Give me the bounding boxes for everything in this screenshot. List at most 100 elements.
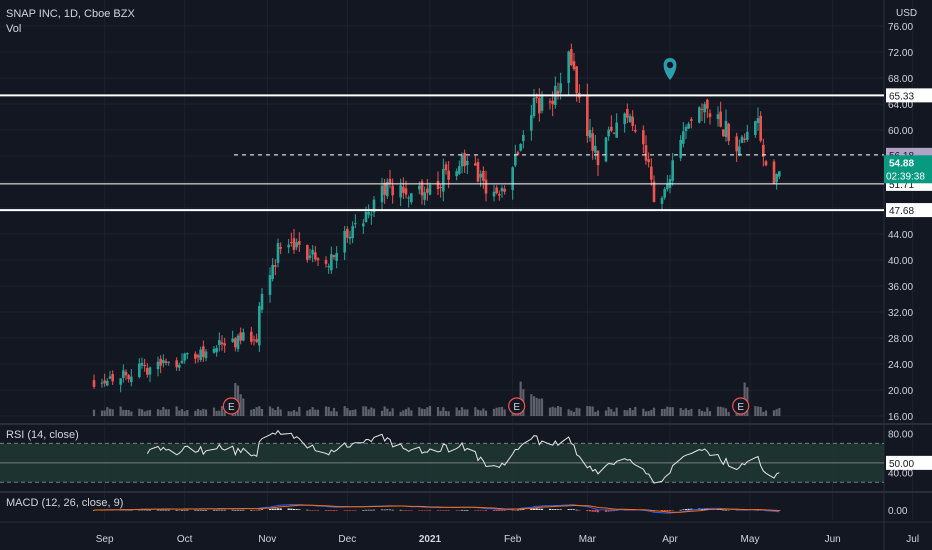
candle-body bbox=[268, 275, 272, 295]
macd-histogram-bar bbox=[679, 509, 682, 511]
macd-histogram-bar bbox=[556, 509, 560, 510]
volume-bar bbox=[610, 409, 613, 416]
macd-histogram-bar bbox=[703, 508, 706, 510]
candle-body bbox=[700, 108, 704, 110]
price-tick-label: 20.00 bbox=[888, 386, 913, 397]
macd-histogram-bar bbox=[474, 510, 477, 511]
volume-bar bbox=[634, 406, 637, 416]
last-price-tag bbox=[884, 155, 932, 184]
candle-body bbox=[663, 189, 666, 198]
candle-body bbox=[530, 115, 533, 131]
volume-bar bbox=[631, 410, 634, 416]
price-tick-label: 44.00 bbox=[888, 230, 913, 241]
rsi-last-label: 50.00 bbox=[889, 459, 914, 470]
volume-bar bbox=[666, 406, 669, 416]
candle-body bbox=[330, 254, 333, 271]
macd-histogram-bar bbox=[668, 510, 672, 511]
macd-histogram-bar bbox=[290, 508, 293, 510]
time-axis-label: Feb bbox=[504, 534, 522, 545]
time-axis-label: Jun bbox=[825, 534, 841, 545]
candle-body bbox=[588, 130, 592, 138]
volume-bar bbox=[644, 411, 648, 416]
time-axis-label: Nov bbox=[258, 534, 276, 545]
volume-bar bbox=[759, 406, 762, 416]
candle-body bbox=[647, 159, 650, 163]
volume-bar bbox=[727, 411, 730, 416]
candle-body bbox=[722, 129, 725, 137]
candle-body bbox=[500, 187, 504, 192]
volume-bar bbox=[594, 411, 597, 416]
volume-bar bbox=[596, 410, 600, 416]
candle-body bbox=[148, 367, 152, 375]
candle-body bbox=[258, 306, 261, 346]
macd-histogram-bar bbox=[594, 510, 597, 512]
volume-bar bbox=[343, 406, 346, 416]
macd-histogram-bar bbox=[402, 510, 405, 511]
candle-body bbox=[772, 161, 776, 184]
candle-body bbox=[215, 347, 218, 353]
volume-bar bbox=[482, 408, 485, 416]
macd-histogram-bar bbox=[348, 510, 352, 511]
macd-histogram-bar bbox=[511, 510, 514, 511]
macd-histogram-bar bbox=[604, 510, 608, 512]
volume-bar bbox=[260, 409, 264, 416]
candle-body bbox=[236, 335, 240, 350]
candle-body bbox=[482, 170, 485, 181]
volume-bar bbox=[623, 410, 626, 416]
candle-body bbox=[335, 252, 338, 261]
macd-histogram-bar bbox=[354, 510, 357, 511]
macd-histogram-bar bbox=[287, 508, 290, 510]
candle-body bbox=[759, 115, 762, 141]
macd-histogram-bar bbox=[428, 510, 432, 511]
macd-histogram-bar bbox=[372, 509, 376, 511]
macd-histogram-bar bbox=[455, 510, 458, 511]
macd-histogram-bar bbox=[687, 508, 690, 510]
macd-histogram-bar bbox=[575, 509, 578, 511]
volume-bar bbox=[268, 406, 272, 416]
candle-body bbox=[492, 191, 496, 197]
macd-histogram-bar bbox=[596, 510, 600, 513]
macd-histogram-bar bbox=[476, 510, 480, 511]
macd-histogram-bar bbox=[460, 509, 464, 511]
candle-body bbox=[540, 96, 544, 111]
macd-histogram-bar bbox=[274, 508, 277, 510]
volume-bar bbox=[652, 407, 656, 416]
volume-bar bbox=[407, 407, 410, 416]
volume-bar bbox=[215, 410, 218, 416]
candle-body bbox=[199, 349, 202, 361]
candle-body bbox=[287, 244, 290, 248]
candle-body bbox=[626, 109, 629, 118]
candle-body bbox=[255, 339, 258, 342]
volume-bar bbox=[628, 408, 632, 416]
volume-bar bbox=[276, 406, 280, 416]
candle-body bbox=[420, 181, 424, 196]
candle-body bbox=[634, 129, 637, 132]
candle-body bbox=[290, 242, 293, 244]
macd-histogram-bar bbox=[519, 509, 522, 511]
volume-bar bbox=[204, 409, 208, 416]
macd-histogram-bar bbox=[164, 509, 168, 511]
volume-bar bbox=[362, 406, 365, 416]
candle-body bbox=[516, 152, 520, 155]
macd-histogram-bar bbox=[684, 509, 688, 510]
volume-bar bbox=[764, 410, 768, 416]
level-price-label: 47.68 bbox=[889, 206, 914, 217]
rsi-last-tag bbox=[886, 455, 932, 470]
macd-signal-line bbox=[94, 504, 780, 513]
price-tick-label: 24.00 bbox=[888, 360, 913, 371]
volume-bar bbox=[476, 409, 480, 416]
volume-bar bbox=[492, 408, 496, 416]
volume-bar bbox=[220, 406, 224, 416]
volume-bar bbox=[122, 409, 125, 416]
candle-body bbox=[103, 380, 106, 384]
volume-bar bbox=[298, 406, 301, 416]
volume-bar bbox=[111, 409, 114, 416]
volume-bar bbox=[250, 409, 253, 416]
candle-body bbox=[740, 136, 744, 143]
volume-bar bbox=[532, 396, 536, 416]
volume-bar bbox=[92, 409, 96, 416]
candle-body bbox=[439, 186, 442, 188]
volume-bar bbox=[540, 398, 544, 416]
earnings-marker-label: E bbox=[737, 402, 744, 413]
